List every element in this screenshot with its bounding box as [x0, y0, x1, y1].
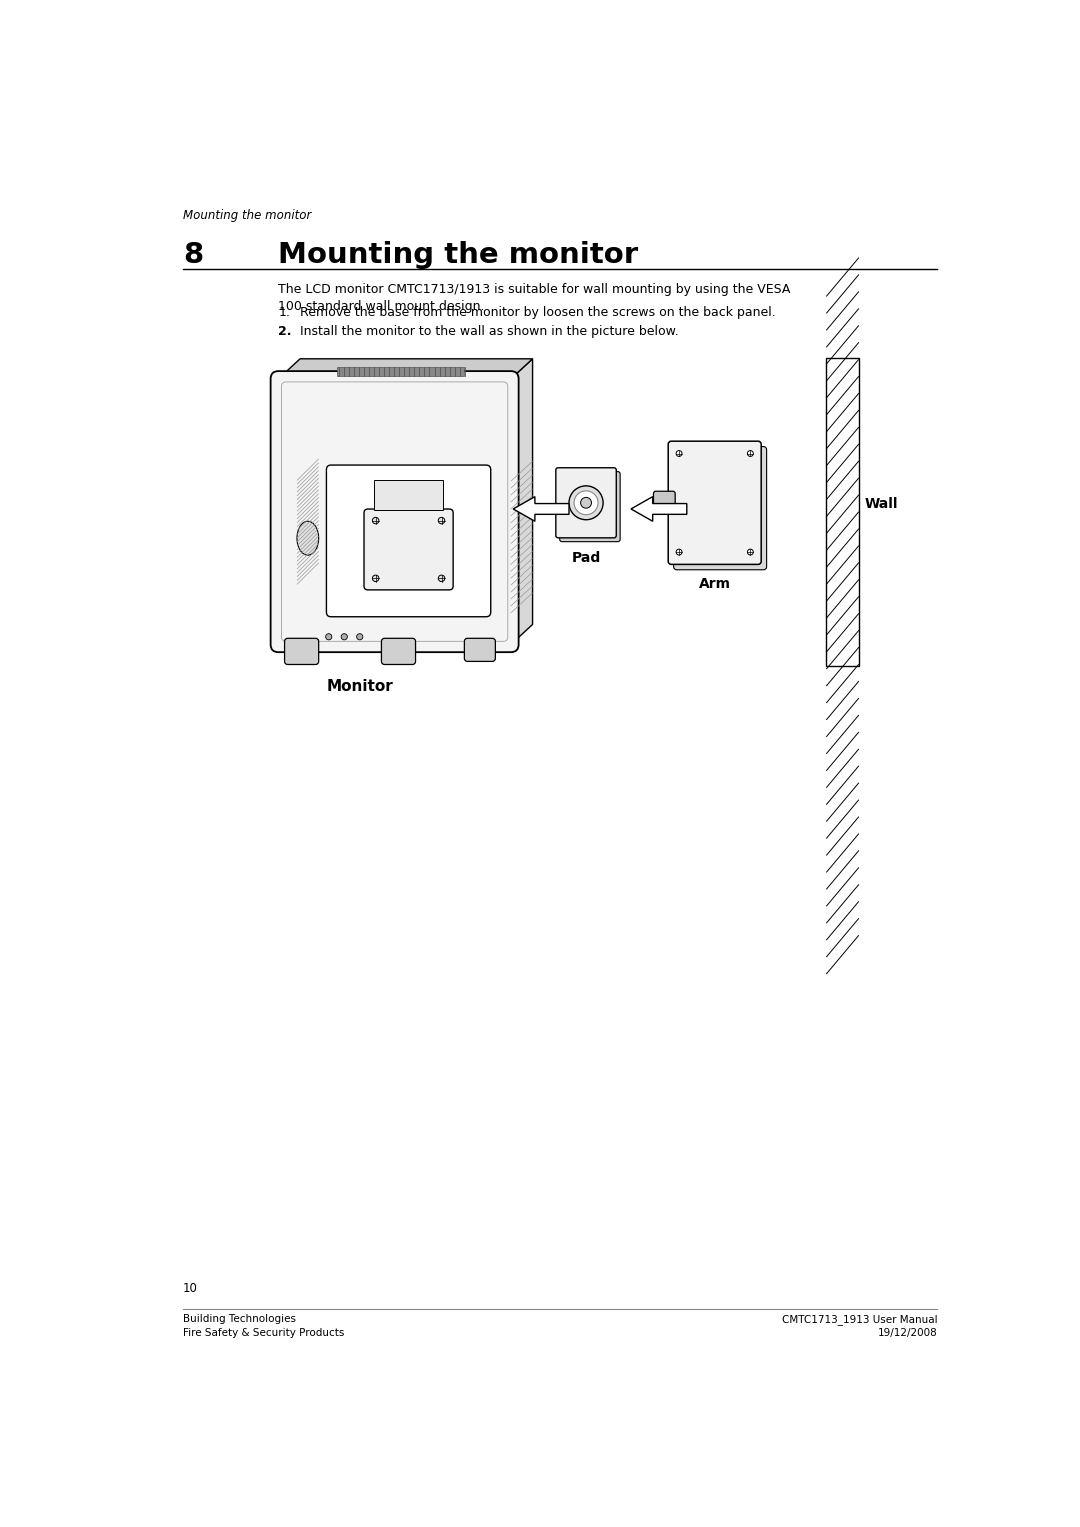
- Circle shape: [676, 450, 681, 457]
- Text: 8: 8: [183, 241, 203, 269]
- Circle shape: [747, 450, 753, 457]
- Text: The LCD monitor CMTC1713/1913 is suitable for wall mounting by using the VESA: The LCD monitor CMTC1713/1913 is suitabl…: [279, 282, 791, 296]
- FancyBboxPatch shape: [559, 472, 620, 542]
- Circle shape: [438, 576, 445, 582]
- FancyBboxPatch shape: [669, 441, 761, 565]
- Circle shape: [341, 634, 348, 640]
- Circle shape: [575, 490, 598, 515]
- Text: 1.: 1.: [279, 307, 291, 319]
- Circle shape: [676, 550, 681, 554]
- FancyBboxPatch shape: [653, 492, 675, 515]
- Ellipse shape: [297, 521, 319, 556]
- Text: Remove the base from the monitor by loosen the screws on the back panel.: Remove the base from the monitor by loos…: [300, 307, 775, 319]
- Polygon shape: [511, 359, 532, 644]
- Text: Pad: Pad: [571, 551, 600, 565]
- Circle shape: [373, 518, 379, 524]
- Text: Wall: Wall: [865, 498, 899, 512]
- Text: Fire Safety & Security Products: Fire Safety & Security Products: [183, 1328, 345, 1338]
- Bar: [375, 481, 443, 510]
- Polygon shape: [279, 359, 532, 379]
- FancyBboxPatch shape: [284, 638, 319, 664]
- FancyBboxPatch shape: [556, 467, 617, 538]
- Bar: [510, 371, 534, 612]
- Text: Building Technologies: Building Technologies: [183, 1313, 296, 1324]
- Text: Mounting the monitor: Mounting the monitor: [183, 209, 311, 223]
- FancyBboxPatch shape: [464, 638, 496, 661]
- Text: 2.: 2.: [279, 325, 292, 337]
- Circle shape: [438, 518, 445, 524]
- Text: Monitor: Monitor: [326, 680, 393, 695]
- FancyBboxPatch shape: [271, 371, 518, 652]
- Circle shape: [373, 576, 379, 582]
- Text: 100 standard wall mount design.: 100 standard wall mount design.: [279, 299, 485, 313]
- FancyBboxPatch shape: [674, 446, 767, 570]
- Bar: [337, 368, 464, 376]
- Text: 19/12/2008: 19/12/2008: [877, 1328, 937, 1338]
- Circle shape: [569, 486, 603, 519]
- Circle shape: [747, 550, 753, 554]
- Text: Arm: Arm: [699, 577, 731, 591]
- Polygon shape: [513, 496, 569, 521]
- Bar: [826, 357, 859, 666]
- Text: CMTC1713_1913 User Manual: CMTC1713_1913 User Manual: [782, 1313, 937, 1324]
- Text: 10: 10: [183, 1283, 198, 1295]
- Text: Mounting the monitor: Mounting the monitor: [279, 241, 638, 269]
- FancyBboxPatch shape: [326, 466, 490, 617]
- FancyBboxPatch shape: [381, 638, 416, 664]
- Circle shape: [581, 498, 592, 508]
- Text: Install the monitor to the wall as shown in the picture below.: Install the monitor to the wall as shown…: [300, 325, 679, 337]
- Circle shape: [326, 634, 332, 640]
- Polygon shape: [631, 496, 687, 521]
- Circle shape: [356, 634, 363, 640]
- FancyBboxPatch shape: [364, 508, 454, 589]
